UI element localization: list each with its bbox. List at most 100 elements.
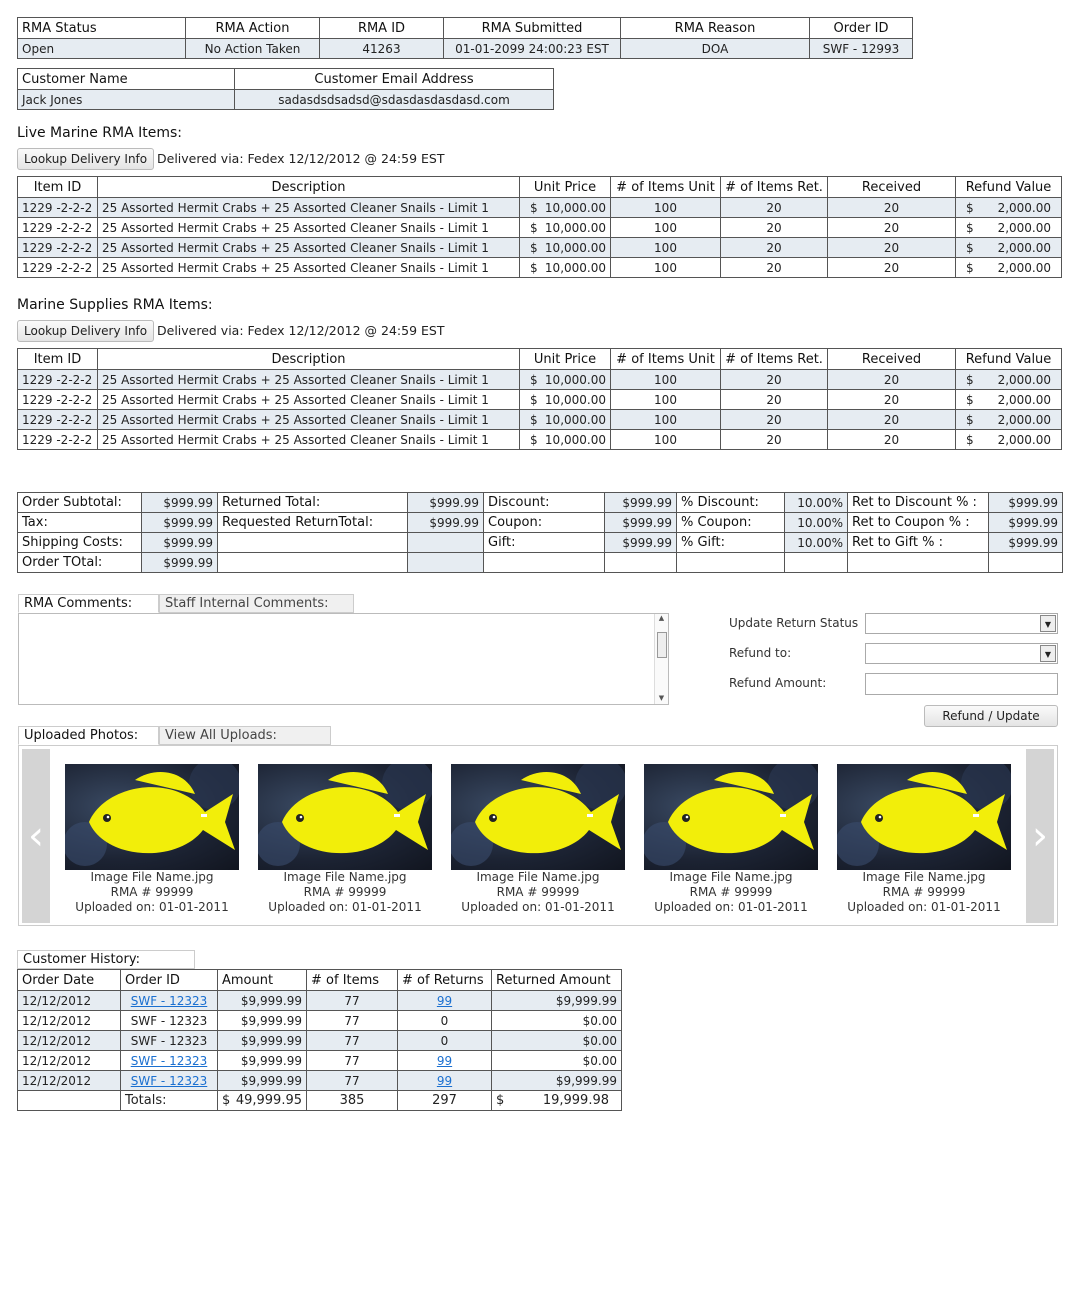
fish-photo[interactable]	[258, 764, 432, 870]
rma-id-header: RMA ID	[319, 17, 444, 39]
marine-supplies-title: Marine Supplies RMA Items:	[17, 297, 213, 313]
totals-label: Ret to Discount % :	[847, 492, 989, 513]
tab-staff-comments[interactable]: Staff Internal Comments:	[159, 594, 354, 613]
items-returned-cell: 20	[720, 257, 828, 278]
scroll-down-icon[interactable]: ▼	[658, 694, 665, 702]
history-date-cell: 12/12/2012	[17, 1030, 121, 1051]
history-items-cell: 77	[306, 990, 398, 1011]
items-unit-cell: 100	[610, 257, 721, 278]
history-returned-cell: $0.00	[491, 1030, 622, 1051]
fish-photo[interactable]	[65, 764, 239, 870]
tab-uploaded-photos[interactable]: Uploaded Photos:	[18, 726, 159, 745]
photo-caption-rma: RMA # 99999	[496, 885, 580, 899]
history-totals-returns: 297	[397, 1090, 492, 1111]
fish-photo[interactable]	[451, 764, 625, 870]
totals-label: Gift:	[483, 532, 605, 553]
item-id-cell: 1229 -2-2-2	[17, 237, 98, 258]
unit-price-cell: $10,000.00	[519, 389, 611, 410]
totals-label	[217, 552, 408, 573]
comments-scrollbar[interactable]: ▲ ▼	[654, 614, 668, 704]
rma-comments-textarea[interactable]: ▲ ▼	[18, 613, 669, 705]
update-status-select[interactable]: ▼	[865, 613, 1058, 634]
refund-update-button[interactable]: Refund / Update	[924, 705, 1058, 727]
items-unit-cell: 100	[610, 369, 721, 390]
order-id-header: Order ID	[809, 17, 913, 39]
history-order-cell: SWF - 12323	[120, 1030, 218, 1051]
rma-reason-value: DOA	[620, 38, 810, 59]
photo-caption-file: Image File Name.jpg	[90, 870, 214, 884]
refund-value: 2,000.00	[997, 432, 1051, 447]
order-link[interactable]: SWF - 12323	[130, 1053, 208, 1068]
marine-supplies-lookup-button[interactable]: Lookup Delivery Info	[17, 320, 155, 342]
rma-action-value: No Action Taken	[185, 38, 320, 59]
currency-symbol: $	[966, 432, 974, 447]
returns-link[interactable]: 99	[436, 1073, 453, 1088]
history-returned-cell: $0.00	[491, 1010, 622, 1031]
totals-value: $999.99	[604, 512, 677, 533]
photo-thumbnail[interactable]: Image File Name.jpg RMA # 99999 Uploaded o…	[65, 764, 239, 915]
photo-thumbnail[interactable]: Image File Name.jpg RMA # 99999 Uploaded o…	[644, 764, 818, 915]
refund-to-select[interactable]: ▼	[865, 643, 1058, 664]
history-row: 12/12/2012 SWF - 12323 $9,999.99 77 99 $9,999…	[17, 1070, 622, 1091]
customer-email-header: Customer Email Address	[234, 68, 554, 90]
chevron-down-icon[interactable]: ▼	[1040, 645, 1056, 662]
history-date-cell: 12/12/2012	[17, 1050, 121, 1071]
items-returned-cell: 20	[720, 429, 828, 450]
rma-reason-header: RMA Reason	[620, 17, 810, 39]
order-id-text: SWF - 12323	[130, 1013, 208, 1028]
refund-value: 2,000.00	[997, 412, 1051, 427]
chevron-down-icon[interactable]: ▼	[1040, 615, 1056, 632]
currency-symbol: $	[966, 260, 974, 275]
currency-symbol: $	[530, 200, 538, 215]
item-id-cell: 1229 -2-2-2	[17, 409, 98, 430]
rma-action-header: RMA Action	[185, 17, 320, 39]
fish-photo[interactable]	[644, 764, 818, 870]
unit-price-value: 10,000.00	[544, 392, 606, 407]
history-items-cell: 77	[306, 1030, 398, 1051]
returns-link[interactable]: 99	[436, 993, 453, 1008]
live-marine-lookup-button[interactable]: Lookup Delivery Info	[17, 148, 155, 170]
photo-caption-file: Image File Name.jpg	[862, 870, 986, 884]
gallery-next-button[interactable]: ›	[1026, 749, 1054, 923]
item-id-cell: 1229 -2-2-2	[17, 197, 98, 218]
returns-text: 0	[440, 1033, 449, 1048]
totals-value: 10.00%	[784, 532, 848, 553]
rma-status-header: RMA Status	[17, 17, 186, 39]
tab-view-all-uploads[interactable]: View All Uploads:	[159, 726, 331, 745]
refund-value: 2,000.00	[997, 260, 1051, 275]
history-totals-items: 385	[306, 1090, 398, 1111]
item-id-cell: 1229 -2-2-2	[17, 369, 98, 390]
photo-caption-rma: RMA # 99999	[110, 885, 194, 899]
uploads-tabbar: Uploaded Photos: View All Uploads:	[18, 726, 331, 745]
unit-price-cell: $10,000.00	[519, 429, 611, 450]
history-column-header: Order Date	[17, 969, 121, 991]
received-cell: 20	[827, 197, 956, 218]
tab-rma-comments[interactable]: RMA Comments:	[18, 594, 159, 613]
refund-amount-input[interactable]	[865, 673, 1058, 695]
currency-symbol: $	[966, 200, 974, 215]
rma-submitted-value: 01-01-2099 24:00:23 EST	[443, 38, 621, 59]
totals-value	[604, 552, 677, 573]
unit-price-cell: $10,000.00	[519, 217, 611, 238]
fish-image-icon	[65, 764, 239, 866]
photo-thumbnail[interactable]: Image File Name.jpg RMA # 99999 Uploaded o…	[451, 764, 625, 915]
history-returns-cell: 0	[397, 1030, 492, 1051]
items-returned-cell: 20	[720, 197, 828, 218]
scroll-thumb[interactable]	[656, 632, 667, 658]
photo-thumbnail[interactable]: Image File Name.jpg RMA # 99999 Uploaded o…	[258, 764, 432, 915]
gallery-prev-button[interactable]: ‹	[22, 749, 50, 923]
order-link[interactable]: SWF - 12323	[130, 1073, 208, 1088]
fish-image-icon	[644, 764, 818, 866]
unit-price-value: 10,000.00	[544, 412, 606, 427]
totals-label	[676, 552, 785, 573]
fish-photo[interactable]	[837, 764, 1011, 870]
order-link[interactable]: SWF - 12323	[130, 993, 208, 1008]
history-order-cell: SWF - 12323	[120, 990, 218, 1011]
returns-link[interactable]: 99	[436, 1053, 453, 1068]
scroll-up-icon[interactable]: ▲	[658, 614, 665, 622]
photo-thumbnail[interactable]: Image File Name.jpg RMA # 99999 Uploaded o…	[837, 764, 1011, 915]
history-row: 12/12/2012 SWF - 12323 $9,999.99 77 99 $0.00	[17, 1050, 622, 1071]
totals-label: % Coupon:	[676, 512, 785, 533]
items-returned-cell: 20	[720, 409, 828, 430]
item-row: 1229 -2-2-2 25 Assorted Hermit Crabs + 25…	[17, 197, 1062, 218]
